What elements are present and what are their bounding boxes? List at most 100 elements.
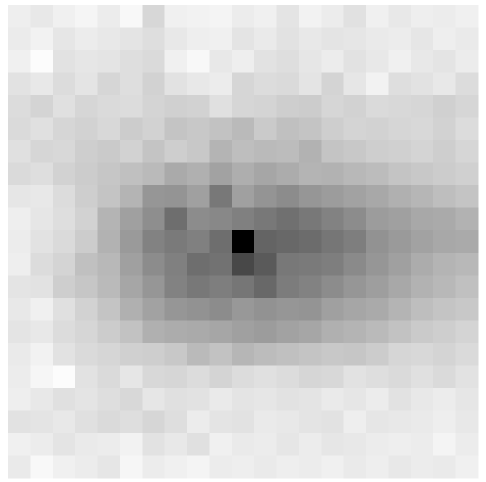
pixel [299,320,322,343]
pixel [120,140,143,163]
pixel [433,185,456,208]
pixel [142,185,165,208]
pixel [277,118,300,141]
pixel [120,343,143,366]
pixel [411,388,434,411]
pixel [98,388,121,411]
pixel [388,5,411,28]
pixel [254,298,277,321]
pixel [277,208,300,231]
pixel [277,275,300,298]
pixel [277,73,300,96]
pixel [120,5,143,28]
pixel [321,5,344,28]
pixel [232,230,255,253]
pixel [120,163,143,186]
pixel [366,343,389,366]
pixel [344,230,367,253]
pixel [388,433,411,456]
pixel [254,365,277,388]
pixel [142,5,165,28]
pixel [456,410,479,433]
pixel [388,50,411,73]
pixel [456,433,479,456]
pixel [209,185,232,208]
pixel [254,140,277,163]
pixel [232,433,255,456]
pixel [411,95,434,118]
pixel [187,118,210,141]
pixel [254,208,277,231]
pixel [142,343,165,366]
pixel [53,95,76,118]
pixel [165,298,188,321]
pixel [8,118,31,141]
pixel-image [0,0,486,482]
pixel [321,230,344,253]
pixel [321,253,344,276]
pixel [98,5,121,28]
pixel [75,410,98,433]
pixel [277,5,300,28]
pixel [344,433,367,456]
pixel [254,163,277,186]
pixel [254,455,277,478]
pixel [254,230,277,253]
pixel [8,208,31,231]
pixel [321,185,344,208]
pixel [411,140,434,163]
pixel [142,50,165,73]
pixel [254,343,277,366]
pixel [187,185,210,208]
pixel [187,208,210,231]
pixel [366,298,389,321]
pixel [388,320,411,343]
pixel [120,275,143,298]
pixel [30,73,53,96]
pixel [30,275,53,298]
pixel [8,253,31,276]
pixel [366,73,389,96]
pixel [456,28,479,51]
pixel [299,50,322,73]
pixel [53,208,76,231]
pixel [433,73,456,96]
pixel [120,28,143,51]
pixel [120,298,143,321]
pixel [232,50,255,73]
pixel [165,388,188,411]
pixel [8,95,31,118]
pixel [321,410,344,433]
pixel [344,5,367,28]
pixel [75,50,98,73]
pixel [142,28,165,51]
page: {"chart_data": {"type": "heatmap", "colo… [0,0,486,482]
pixel [366,433,389,456]
pixel [456,298,479,321]
pixel [299,253,322,276]
pixel [187,73,210,96]
pixel [98,230,121,253]
pixel [388,253,411,276]
pixel [165,163,188,186]
pixel [98,253,121,276]
pixel [30,5,53,28]
pixel [209,28,232,51]
pixel [321,140,344,163]
pixel [299,410,322,433]
pixel [187,410,210,433]
pixel [187,298,210,321]
pixel [142,455,165,478]
pixel [53,5,76,28]
pixel [456,5,479,28]
pixel [209,455,232,478]
pixel [187,140,210,163]
pixel [53,298,76,321]
pixel [388,73,411,96]
pixel [456,50,479,73]
pixel [8,185,31,208]
pixel [75,118,98,141]
pixel [232,118,255,141]
pixel [433,388,456,411]
pixel [456,455,479,478]
